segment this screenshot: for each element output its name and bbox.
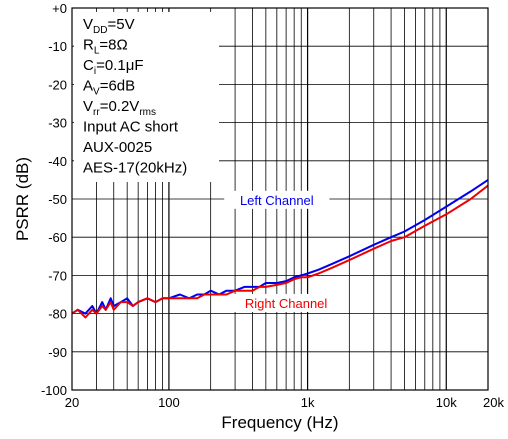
conditions-box: VDD=5VRL=8ΩCi=0.1μFAV=6dBVrr=0.2VrmsInpu… xyxy=(74,12,219,182)
condition-text: AV=6dB xyxy=(83,78,135,98)
x-tick-label: 10k xyxy=(436,395,457,410)
y-tick-label: +0 xyxy=(52,1,67,16)
x-tick-label: 1k xyxy=(301,395,315,410)
y-tick-label: -80 xyxy=(48,307,67,322)
y-axis-label: PSRR (dB) xyxy=(13,157,32,241)
condition-text: AUX-0025 xyxy=(83,139,152,156)
condition-text: Input AC short xyxy=(83,119,179,136)
x-tick-label: 20k xyxy=(483,395,504,410)
y-tick-label: -60 xyxy=(48,230,67,245)
series-line-right-channel xyxy=(71,184,489,319)
y-tick-label: -40 xyxy=(48,154,67,169)
y-tick-label: -70 xyxy=(48,268,67,283)
y-tick-label: -90 xyxy=(48,345,67,360)
x-axis-label: Frequency (Hz) xyxy=(221,413,338,432)
conditions-bg xyxy=(74,12,219,182)
series-line-left-channel xyxy=(71,179,489,315)
y-tick-label: -30 xyxy=(48,116,67,131)
condition-text: VDD=5V xyxy=(83,16,135,36)
series-annotation-label: Right Channel xyxy=(245,296,327,311)
condition-text: Vrr=0.2Vrms xyxy=(83,98,156,118)
y-tick-label: -20 xyxy=(48,77,67,92)
condition-text: RL=8Ω xyxy=(83,37,128,57)
y-tick-label: -50 xyxy=(48,192,67,207)
annotation-bg xyxy=(229,293,343,312)
x-tick-label: 20 xyxy=(65,395,79,410)
condition-text: AES-17(20kHz) xyxy=(83,160,187,177)
series-annotation-label: Left Channel xyxy=(240,193,314,208)
condition-text: Ci=0.1μF xyxy=(83,57,144,77)
y-tick-label: -100 xyxy=(41,383,67,398)
plot-frame xyxy=(71,7,489,391)
annotation-bg xyxy=(224,190,330,209)
y-tick-label: -10 xyxy=(48,39,67,54)
annotation-layer: Left Channel Right Channel xyxy=(224,190,343,312)
x-tick-label: 100 xyxy=(158,395,180,410)
series-layer xyxy=(71,179,489,319)
